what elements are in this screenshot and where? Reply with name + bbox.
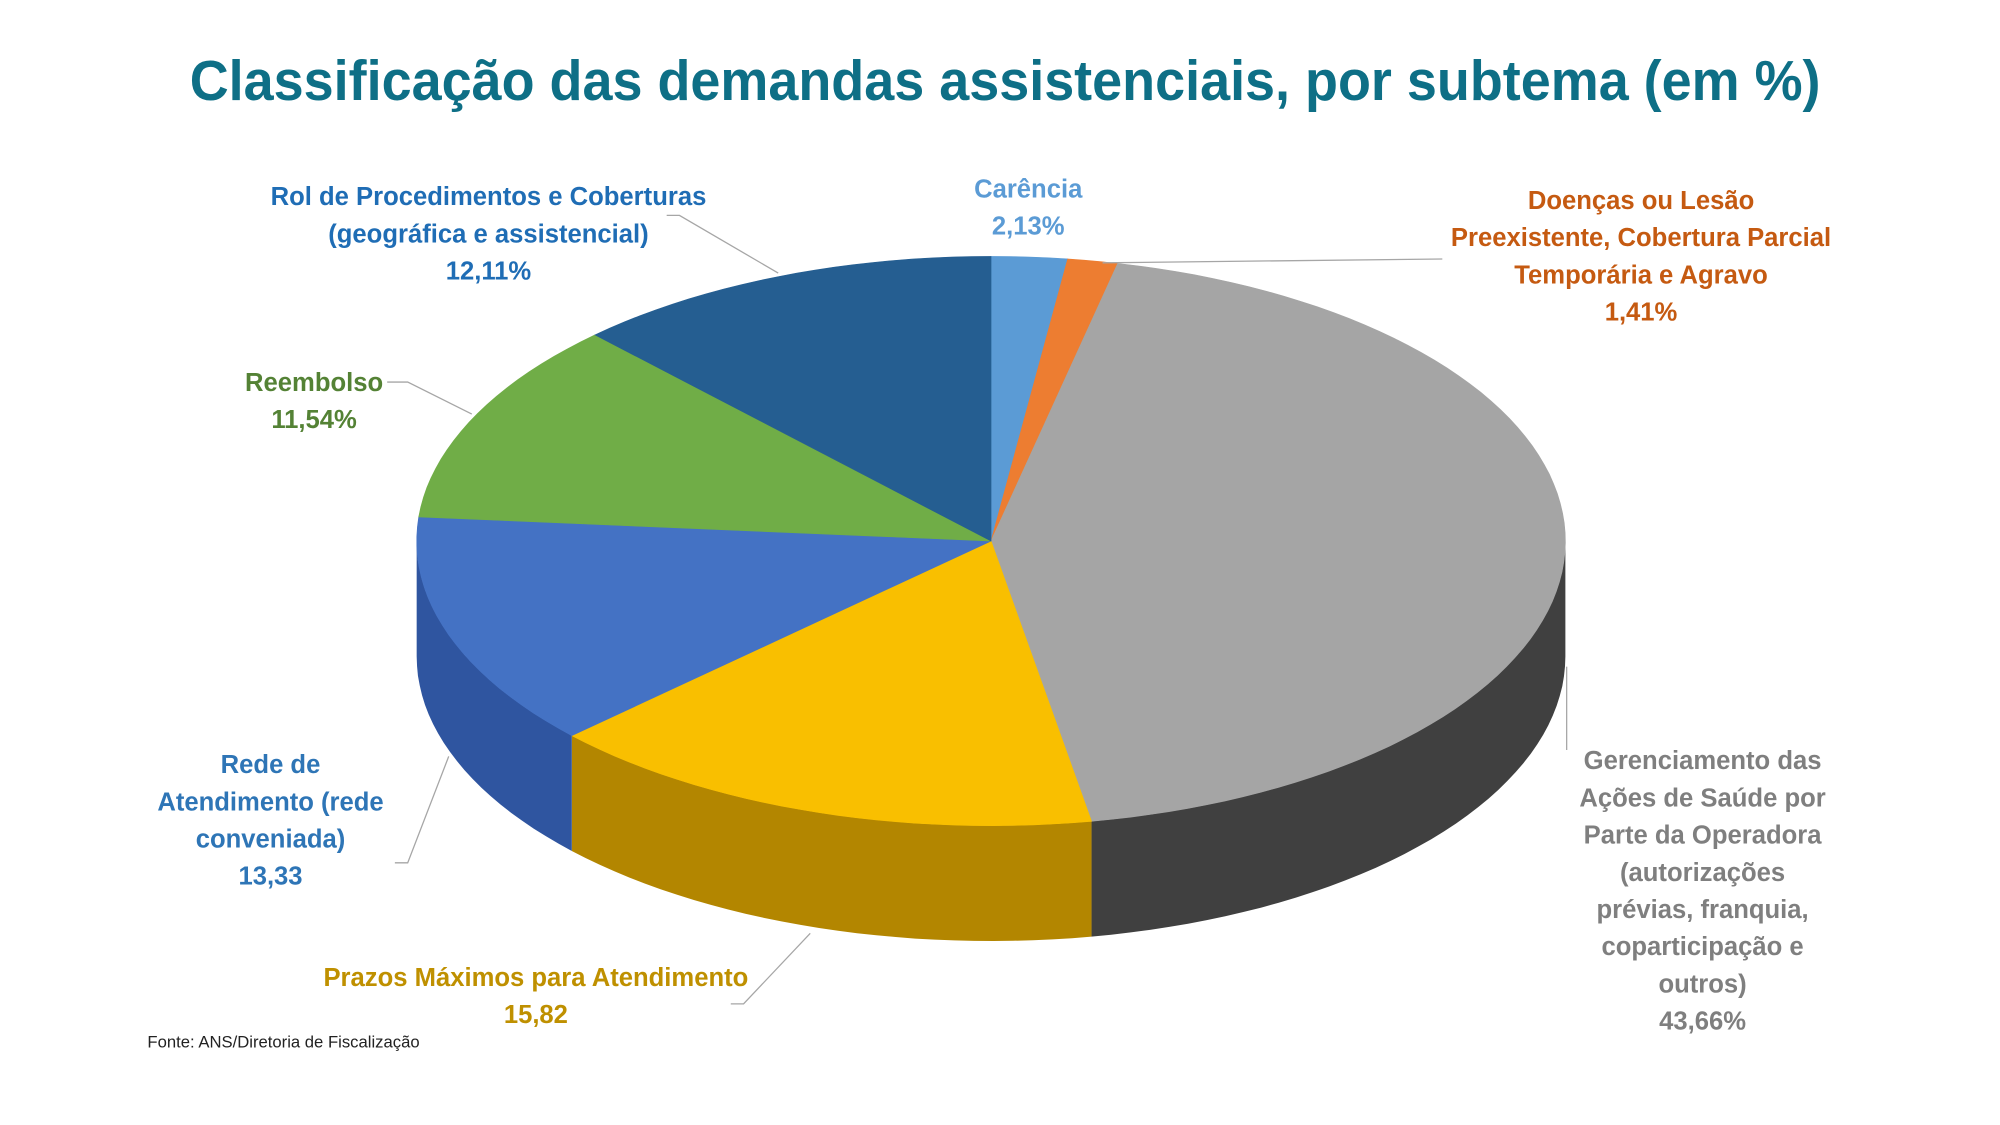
data-label-line: coparticipação e xyxy=(1601,933,1803,961)
chart-title: Classificação das demandas assistenciais… xyxy=(190,49,1821,112)
data-label-line: Parte da Operadora xyxy=(1584,822,1823,850)
data-label-line: (autorizações xyxy=(1620,859,1785,887)
data-label-value: 12,11% xyxy=(446,257,532,285)
data-label-line: Doenças ou Lesão xyxy=(1528,187,1754,215)
pie-slices xyxy=(416,256,1566,826)
data-label-carencia: Carência 2,13% xyxy=(974,175,1083,240)
leader-line-doencas xyxy=(1102,258,1443,264)
data-label-line: Gerenciamento das xyxy=(1584,747,1822,775)
leader-line-rol xyxy=(666,214,779,274)
data-label-line: Ações de Saúde por xyxy=(1579,784,1825,812)
data-label-value: 13,33 xyxy=(238,863,302,891)
data-label-line: Rede de xyxy=(221,751,321,779)
data-label-line: Atendimento (rede xyxy=(157,788,383,816)
data-label-value: 11,54% xyxy=(271,406,357,434)
data-label-line: (geográfica e assistencial) xyxy=(328,220,648,248)
data-label-line: Temporária e Agravo xyxy=(1514,261,1767,289)
data-label-line: Prazos Máximos para Atendimento xyxy=(323,964,748,992)
pie-slice-rol-de-procedimentos-e-cobertu xyxy=(594,256,992,542)
pie-slice-reembolso xyxy=(418,334,992,542)
pie-slice-prazos-maximos-para-atendiment xyxy=(571,540,1092,826)
data-labels: Carência 2,13% Doenças ou Lesão Preexistent… xyxy=(157,175,1831,1035)
data-label-line: prévias, franquia, xyxy=(1596,896,1808,924)
data-label-line: outros) xyxy=(1658,970,1746,998)
data-label-rede-de-atendimento-rede-conve: Rede de Atendimento (rede conveniada) 13,33 xyxy=(157,751,383,891)
data-label-value: 43,66% xyxy=(1659,1007,1746,1035)
data-label-gerenciamento-das-acoes-de-sau: Gerenciamento das Ações de Saúde por Parte… xyxy=(1579,747,1825,1035)
data-label-value: 2,13% xyxy=(992,213,1065,241)
pie-slice-rede-de-atendimento-rede-conve xyxy=(416,516,992,737)
data-label-reembolso: Reembolso 11,54% xyxy=(245,369,383,434)
pie-side-rede-de-atendimento-rede-conve xyxy=(416,541,572,852)
leader-line-prazos xyxy=(730,932,811,1005)
data-label-line: Preexistente, Cobertura Parcial xyxy=(1451,224,1831,252)
data-label-line: Rol de Procedimentos e Coberturas xyxy=(271,183,707,211)
data-label-prazos-maximos-para-atendiment: Prazos Máximos para Atendimento 15,82 xyxy=(323,964,748,1029)
leader-line-reembolso xyxy=(387,381,473,415)
source-note: Fonte: ANS/Diretoria de Fiscalização xyxy=(147,1032,419,1051)
leader-lines xyxy=(387,214,1568,1005)
leader-line-rede xyxy=(394,756,450,864)
pie-side-gerenciamento-das-acoes-de-sau xyxy=(1091,541,1566,937)
data-label-line: Carência xyxy=(974,175,1083,203)
data-label-rol-de-procedimentos-e-cobertu: Rol de Procedimentos e Coberturas (geográ… xyxy=(271,183,707,285)
pie-slice-gerenciamento-das-acoes-de-sau xyxy=(990,263,1566,822)
data-label-value: 15,82 xyxy=(504,1001,568,1029)
data-label-doencas-ou-lesao-preexistente-: Doenças ou Lesão Preexistente, Cobertura … xyxy=(1451,187,1831,327)
data-label-line: Reembolso xyxy=(245,369,383,397)
data-label-line: conveniada) xyxy=(196,825,346,853)
data-label-value: 1,41% xyxy=(1605,299,1678,327)
